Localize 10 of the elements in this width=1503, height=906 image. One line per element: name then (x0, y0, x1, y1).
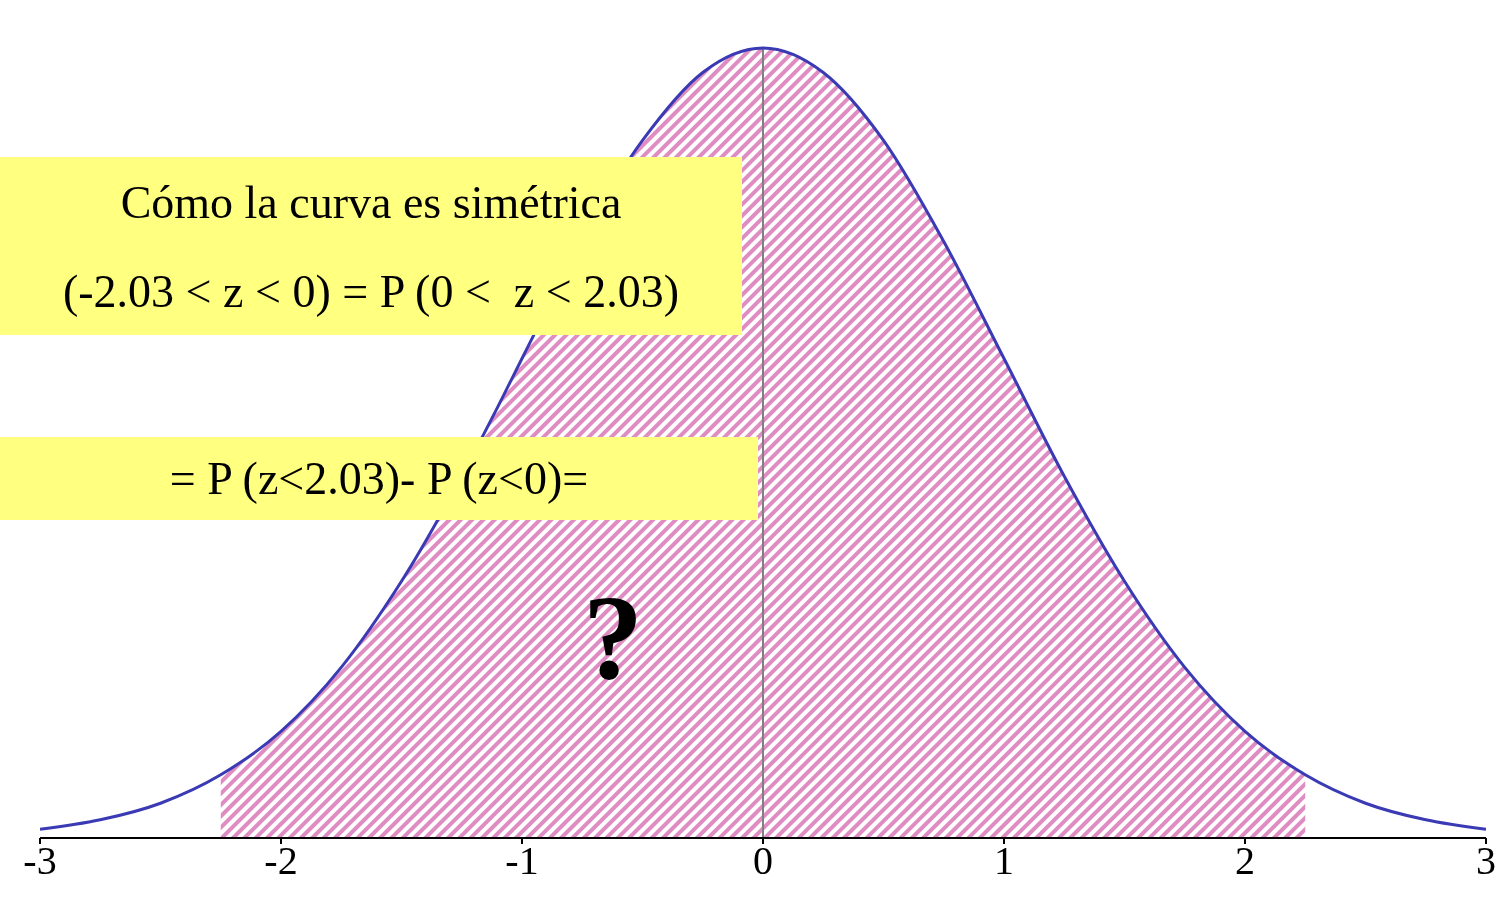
annotation: (-2.03 < z < 0) = P (0 < z < 2.03) (62, 264, 680, 319)
annotation: ? (582, 570, 644, 706)
x-tick-label: -2 (264, 838, 298, 884)
x-tick-label: -3 (23, 838, 57, 884)
x-tick-label: 1 (994, 838, 1014, 884)
x-tick-label: 0 (753, 838, 773, 884)
annotation: Cómo la curva es simétrica (119, 175, 623, 230)
x-tick-label: -1 (505, 838, 539, 884)
x-tick-label: 2 (1235, 838, 1255, 884)
x-tick-label: 3 (1476, 838, 1496, 884)
